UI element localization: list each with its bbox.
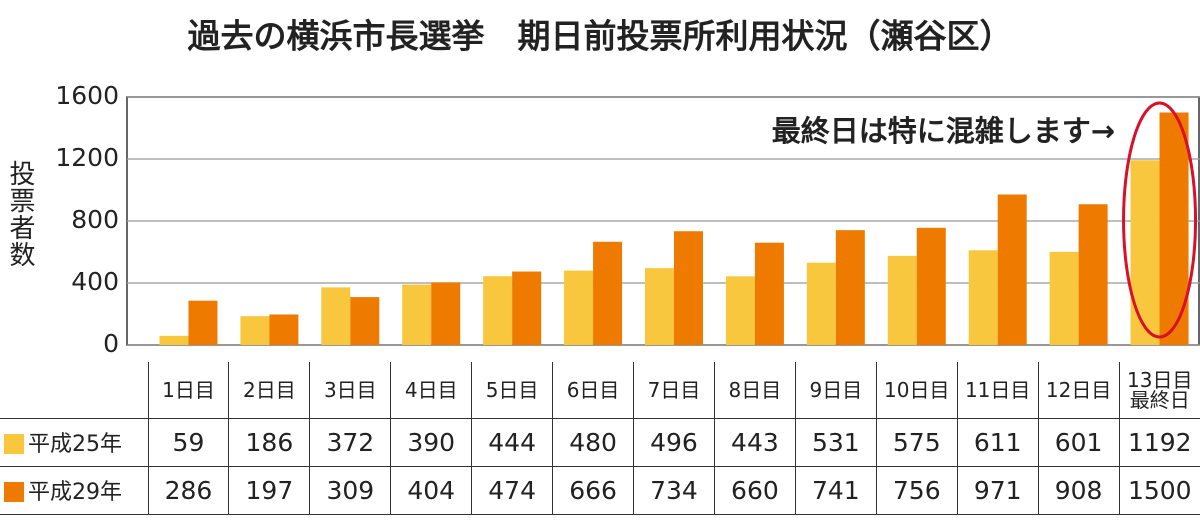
value-cell: 390 [390, 418, 472, 467]
value-cell: 372 [309, 418, 391, 467]
bar [806, 262, 836, 345]
table-body: 1日目 2日目 3日目 4日目 5日目 6日目 7日目 8日目 9日目 10日目 11日目 12日目 1… [0, 362, 1200, 515]
y-tick-label: 0 [103, 329, 119, 358]
bar [1130, 160, 1160, 345]
category-cell: 12日目 [1037, 362, 1120, 419]
bar [350, 297, 380, 345]
data-row: 平成25年 59 186 372 390 444 480 496 443 531 575 611 601… [0, 418, 1200, 467]
chart-title: 過去の横浜市長選挙 期日前投票所利用状況（瀬谷区） [188, 17, 1013, 56]
value-cell: 474 [471, 466, 553, 515]
bar [997, 194, 1027, 345]
legend-label: 平成29年 [28, 479, 122, 505]
value-cell: 197 [228, 466, 310, 515]
category-cell: 4日目 [390, 362, 472, 419]
value-cell: 309 [309, 466, 391, 515]
y-tick-label: 800 [71, 205, 119, 234]
data-row: 平成29年 286 197 309 404 474 666 734 660 741 756 971 90… [0, 466, 1200, 515]
y-tick-label: 400 [71, 267, 119, 296]
bar [1159, 112, 1189, 345]
value-cell: 601 [1037, 418, 1120, 467]
category-cell: 10日目 [875, 362, 958, 419]
bar [593, 241, 623, 345]
value-cell: 59 [147, 418, 229, 467]
bar [321, 287, 351, 345]
value-cell: 496 [633, 418, 715, 467]
bar [512, 271, 542, 345]
category-cell: 11日目 [956, 362, 1039, 419]
corner-cell [0, 362, 148, 419]
y-tick-label: 1600 [55, 81, 119, 110]
value-cell: 286 [147, 466, 229, 515]
value-cell: 660 [713, 466, 796, 515]
value-cell: 575 [875, 418, 958, 467]
bar [887, 255, 917, 345]
value-cell: 734 [633, 466, 715, 515]
annotation: 最終日は特に混雑します→ [772, 114, 1115, 148]
legend-swatch [4, 481, 24, 502]
value-cell: 971 [956, 466, 1039, 515]
bar [674, 231, 703, 345]
bar [240, 316, 270, 345]
category-cell: 7日目 [633, 362, 715, 419]
value-cell: 480 [552, 418, 634, 467]
category-cell: 8日目 [713, 362, 796, 419]
bar [1078, 204, 1108, 345]
value-cell: 444 [471, 418, 553, 467]
bar [402, 284, 432, 345]
value-cell: 1192 [1118, 418, 1200, 467]
bar [431, 282, 461, 345]
value-cell: 666 [552, 466, 634, 515]
bar [483, 276, 513, 345]
category-cell: 6日目 [552, 362, 634, 419]
bar [1049, 251, 1079, 345]
bar [159, 335, 189, 345]
data-table: 1日目 2日目 3日目 4日目 5日目 6日目 7日目 8日目 9日目 10日目 11日目 12日目 1… [0, 362, 1200, 515]
legend-swatch [4, 433, 24, 454]
value-cell: 186 [228, 418, 310, 467]
value-cell: 1500 [1118, 466, 1200, 515]
value-cell: 404 [390, 466, 472, 515]
value-cell: 531 [794, 418, 877, 467]
value-cell: 756 [875, 466, 958, 515]
bar [968, 250, 998, 345]
bar [725, 276, 755, 345]
legend-cell: 平成25年 [0, 418, 148, 467]
highlight-ellipse [1122, 101, 1198, 339]
y-tick-label: 1200 [55, 143, 119, 172]
bar [269, 314, 299, 345]
chart: 過去の横浜市長選挙 期日前投票所利用状況（瀬谷区） 0 400 800 1200 160… [55, 17, 1200, 358]
bar [564, 270, 594, 345]
legend-cell: 平成29年 [0, 466, 148, 515]
category-cell: 13日目 最終日 [1118, 362, 1200, 419]
header-row: 1日目 2日目 3日目 4日目 5日目 6日目 7日目 8日目 9日目 10日目 11日目 12日目 1… [0, 362, 1200, 419]
category-cell: 2日目 [228, 362, 310, 419]
value-cell: 741 [794, 466, 877, 515]
bar [835, 230, 865, 345]
category-cell: 3日目 [309, 362, 391, 419]
category-cell: 9日目 [794, 362, 877, 419]
value-cell: 611 [956, 418, 1039, 467]
value-cell: 443 [713, 418, 796, 467]
bar [916, 227, 946, 345]
bar [645, 268, 674, 345]
bar [754, 242, 784, 345]
y-axis-label: 投票者数 [5, 160, 35, 268]
category-cell: 1日目 [147, 362, 229, 419]
category-cell: 5日目 [471, 362, 553, 419]
legend-label: 平成25年 [28, 431, 122, 457]
value-cell: 908 [1037, 466, 1120, 515]
bar [188, 300, 218, 345]
